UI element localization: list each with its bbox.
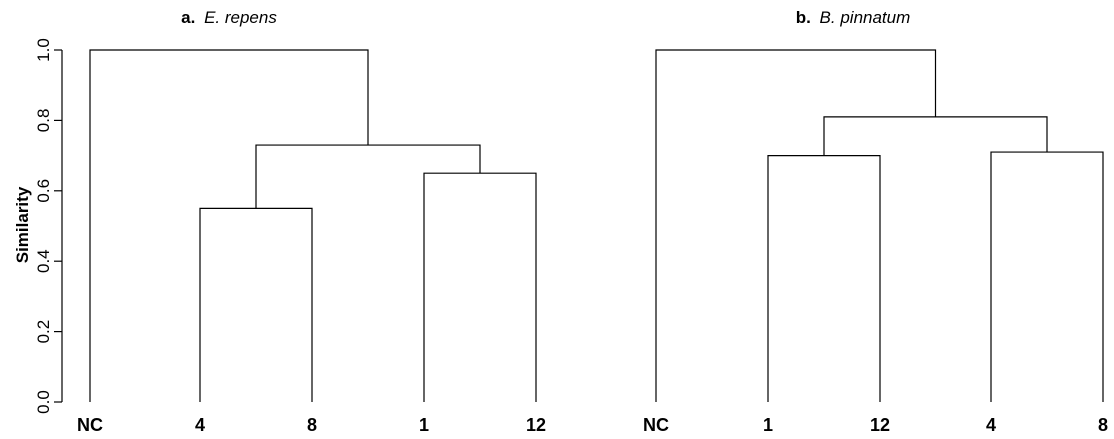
panel-a-title-prefix: a. bbox=[181, 8, 195, 27]
panel-b-title: b. B. pinnatum bbox=[796, 8, 911, 27]
y-tick-label: 0.8 bbox=[34, 109, 53, 133]
y-tick-label: 1.0 bbox=[34, 38, 53, 62]
panel-b-leaf-label: 12 bbox=[870, 415, 890, 435]
panel-a-leaf-label: NC bbox=[77, 415, 103, 435]
panel-b-title-prefix: b. bbox=[796, 8, 811, 27]
panel-b-leaf-label: 1 bbox=[763, 415, 773, 435]
y-axis-label: Similarity bbox=[13, 186, 32, 263]
panel-b-merge-0 bbox=[768, 156, 880, 402]
panel-a-title-species: E. repens bbox=[204, 8, 277, 27]
panel-a-dendrogram: NC 4 8 1 12 bbox=[77, 50, 546, 435]
panel-a-title: a. E. repens bbox=[181, 8, 277, 27]
panel-b-merge-1 bbox=[991, 152, 1103, 402]
panel-a-leaf-label: 8 bbox=[307, 415, 317, 435]
y-tick-label: 0.4 bbox=[34, 249, 53, 273]
panel-b-merge-3 bbox=[656, 50, 936, 402]
panel-b-dendrogram: NC 1 12 4 8 bbox=[643, 50, 1108, 435]
panel-a-merge-1 bbox=[424, 173, 536, 402]
panel-a-leaf-label: 1 bbox=[419, 415, 429, 435]
panel-a-merge-2 bbox=[256, 145, 480, 208]
y-tick-label: 0.0 bbox=[34, 390, 53, 414]
panel-b-merge-2 bbox=[824, 117, 1047, 156]
panel-a-merge-3 bbox=[90, 50, 368, 402]
panel-b-leaf-label: 4 bbox=[986, 415, 996, 435]
panel-b-leaf-label: NC bbox=[643, 415, 669, 435]
panel-b-title-species: B. pinnatum bbox=[820, 8, 911, 27]
panel-b-leaf-label: 8 bbox=[1098, 415, 1108, 435]
panel-a-merge-0 bbox=[200, 208, 312, 402]
y-tick-label: 0.6 bbox=[34, 179, 53, 203]
y-tick-label: 0.2 bbox=[34, 320, 53, 344]
panel-a-leaf-label: 12 bbox=[526, 415, 546, 435]
y-axis-ticks: 0.0 0.2 0.4 0.6 0.8 1.0 bbox=[34, 38, 62, 414]
panel-a-leaf-label: 4 bbox=[195, 415, 205, 435]
